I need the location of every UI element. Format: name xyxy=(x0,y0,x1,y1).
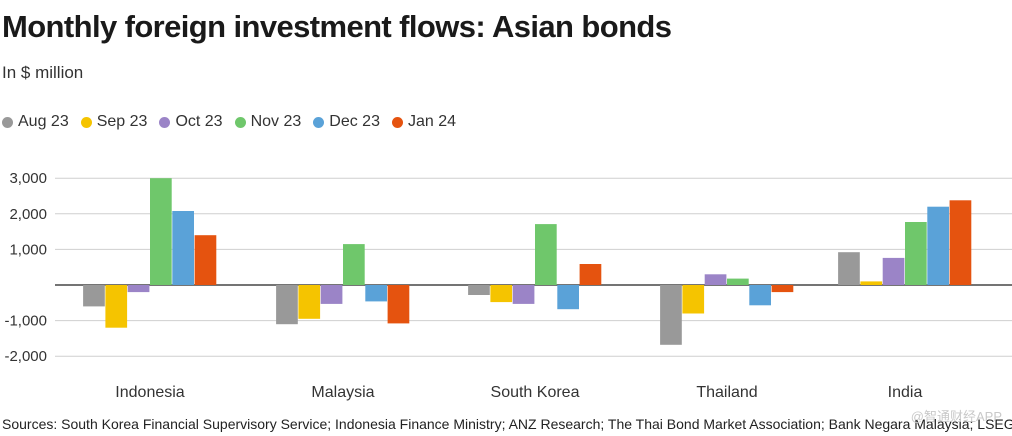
legend-swatch xyxy=(159,116,171,128)
bar xyxy=(860,281,883,285)
legend-swatch xyxy=(391,116,403,128)
y-tick-label: -2,000 xyxy=(4,348,47,365)
bar xyxy=(535,224,557,285)
bar xyxy=(127,285,150,293)
x-tick-label: Indonesia xyxy=(115,384,184,401)
bar xyxy=(579,264,602,285)
bar xyxy=(194,235,217,285)
bar xyxy=(682,285,705,314)
bar xyxy=(905,222,927,285)
bar xyxy=(343,244,365,285)
bar xyxy=(276,285,298,325)
bar xyxy=(749,285,771,306)
bar xyxy=(927,206,949,285)
legend-swatch xyxy=(80,116,92,128)
bar xyxy=(704,274,727,285)
x-tick-label: India xyxy=(888,384,923,401)
bar xyxy=(172,211,194,285)
x-tick-label: Thailand xyxy=(696,384,757,401)
bar xyxy=(83,285,105,307)
bar xyxy=(468,285,490,295)
legend-label: Oct 23 xyxy=(175,113,223,130)
bar xyxy=(771,285,794,293)
legend-item: Nov 23 xyxy=(234,113,302,131)
legend-label: Jan 24 xyxy=(407,113,457,130)
bar xyxy=(882,257,905,285)
x-tick-label: South Korea xyxy=(491,384,580,401)
y-tick-label: 2,000 xyxy=(9,206,47,223)
legend-item: Jan 24 xyxy=(391,113,457,131)
legend-label: Dec 23 xyxy=(329,113,380,130)
chart-title: Monthly foreign investment flows: Asian … xyxy=(2,9,672,44)
legend-item: Aug 23 xyxy=(2,113,69,131)
bar xyxy=(660,285,682,345)
legend-item: Sep 23 xyxy=(80,113,148,131)
chart-subtitle: In $ million xyxy=(2,63,84,82)
bar xyxy=(298,285,321,319)
bar xyxy=(727,278,749,285)
y-tick-label: 3,000 xyxy=(9,170,47,187)
bar xyxy=(320,285,343,304)
bar xyxy=(150,178,172,285)
watermark: @智通财经APP xyxy=(910,409,1002,424)
legend-swatch xyxy=(313,116,325,128)
legend-label: Sep 23 xyxy=(96,113,148,130)
y-tick-label: 1,000 xyxy=(9,241,47,258)
bar xyxy=(557,285,579,310)
bar xyxy=(512,285,535,304)
bar xyxy=(838,252,860,285)
legend-label: Nov 23 xyxy=(250,113,302,130)
chart-legend: Aug 23 Sep 23 Oct 23 Nov 23 Dec 23 Jan 24 xyxy=(2,113,456,131)
legend-item: Dec 23 xyxy=(313,113,380,131)
bar-chart: 3,000 2,000 1,000 -1,000 -2,000 Indonesia Mala… xyxy=(4,170,1012,401)
y-tick-label: -1,000 xyxy=(4,313,47,330)
legend-item: Oct 23 xyxy=(159,113,223,131)
bar xyxy=(490,285,513,303)
legend-label: Aug 23 xyxy=(18,113,69,130)
x-tick-label: Malaysia xyxy=(311,384,374,401)
legend-swatch xyxy=(2,116,13,128)
bar xyxy=(105,285,128,328)
bar xyxy=(949,200,972,285)
bar xyxy=(365,285,387,302)
source-note: Sources: South Korea Financial Superviso… xyxy=(2,416,1012,432)
bar xyxy=(387,285,410,324)
legend-swatch xyxy=(234,116,246,128)
